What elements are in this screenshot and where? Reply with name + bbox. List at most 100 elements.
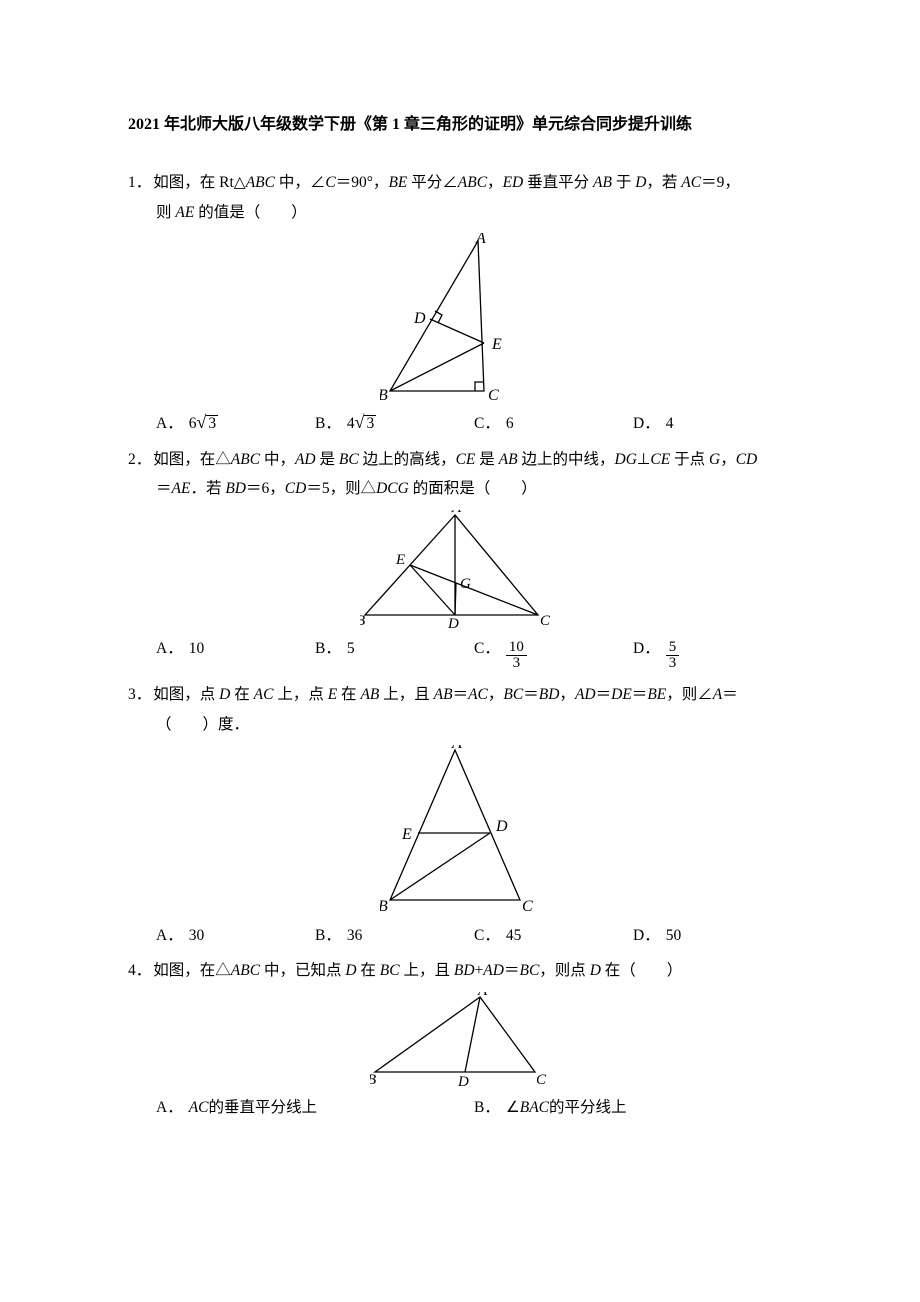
i: BD [539, 686, 560, 703]
v: 4 [666, 409, 674, 438]
i: BC [339, 451, 359, 468]
question-1: 1． 如图，在 Rt△ABC 中，∠C＝90°，BE 平分∠ABC，ED 垂直平… [128, 168, 792, 438]
lB: B [360, 613, 365, 628]
i: AB [360, 686, 379, 703]
q4-number: 4． [128, 956, 153, 985]
i: DG [615, 451, 637, 468]
i: DCG [376, 480, 409, 497]
i: BC [503, 686, 523, 703]
lA: A [451, 745, 462, 752]
t: ＝9， [701, 174, 740, 191]
i: AE [172, 480, 191, 497]
q1-options: A．6√3 B．4√3 C．6 D．4 [128, 409, 792, 438]
l: C． [474, 409, 506, 438]
d: 3 [510, 656, 524, 672]
q4-text: 如图，在△ABC 中，已知点 D 在 BC 上，且 BD+AD＝BC，则点 D … [153, 956, 792, 985]
v: 5 [347, 634, 355, 663]
q4-svg: A B C D [370, 992, 550, 1087]
lE: E [401, 826, 412, 843]
lC: C [522, 898, 533, 915]
i: D [590, 962, 601, 979]
q2-figure: A B C D E G [128, 510, 792, 628]
i: CD [736, 451, 758, 468]
question-4: 4． 如图，在△ABC 中，已知点 D 在 BC 上，且 BD+AD＝BC，则点… [128, 956, 792, 1122]
q2-line1: 2． 如图，在△ABC 中，AD 是 BC 边上的高线，CE 是 AB 边上的中… [128, 445, 792, 474]
t: ＝ [504, 962, 520, 979]
lblE: E [491, 336, 502, 353]
t: ＝ [722, 686, 738, 703]
q4-figure: A B C D [128, 992, 792, 1087]
q3-optC: C．45 [474, 921, 633, 950]
q3-optB: B．36 [315, 921, 474, 950]
t: ＝ [453, 686, 469, 703]
lG: G [460, 576, 471, 592]
t: ，则点 [539, 962, 589, 979]
lA: A [477, 992, 488, 999]
q3-line1: 3． 如图，点 D 在 AC 上，点 E 在 AB 上，且 AB＝AC，BC＝B… [128, 680, 792, 709]
t: ＝ [156, 480, 172, 497]
lA: A [451, 510, 462, 516]
t: ，则∠ [666, 686, 713, 703]
v: 的垂直平分线上 [209, 1093, 318, 1122]
l: D． [633, 634, 666, 663]
t: 的面积是（ ） [409, 480, 537, 497]
l: B． [315, 409, 347, 438]
t: 是 [316, 451, 339, 468]
lD: D [495, 818, 508, 835]
t: 如图，在△ [153, 962, 231, 979]
fraction: 53 [666, 640, 680, 673]
q3-text: 如图，点 D 在 AC 上，点 E 在 AB 上，且 AB＝AC，BC＝BD，A… [153, 680, 792, 709]
i: AD [575, 686, 596, 703]
q1-svg: A B C D E [380, 233, 540, 403]
v: 6 [189, 409, 197, 438]
d: 3 [666, 656, 680, 672]
l: C． [474, 634, 506, 663]
q4-options: A．AC 的垂直平分线上 B．∠BAC 的平分线上 [128, 1093, 792, 1122]
i: BAC [520, 1093, 549, 1122]
q1-optC: C．6 [474, 409, 633, 438]
v: 10 [189, 634, 205, 663]
a: 3 [364, 415, 376, 432]
v: 36 [347, 921, 363, 950]
ed: ED [503, 174, 524, 191]
be: BE [388, 174, 407, 191]
lD: D [447, 616, 459, 628]
q2-number: 2． [128, 445, 153, 474]
l: D． [633, 921, 666, 950]
t: ．若 [190, 480, 225, 497]
i: AD [295, 451, 316, 468]
q1-optA: A．6√3 [156, 409, 315, 438]
t: ， [487, 174, 503, 191]
q1-number: 1． [128, 168, 153, 197]
question-3: 3． 如图，点 D 在 AC 上，点 E 在 AB 上，且 AB＝AC，BC＝B… [128, 680, 792, 950]
l: A． [156, 1093, 189, 1122]
t: 垂直平分 [523, 174, 593, 191]
i: E [328, 686, 337, 703]
lB: B [380, 898, 388, 915]
page: 2021 年北师大版八年级数学下册《第 1 章三角形的证明》单元综合同步提升训练… [0, 0, 920, 1302]
i: BC [519, 962, 539, 979]
i: AC [468, 686, 488, 703]
ac: AC [681, 174, 701, 191]
i: D [345, 962, 356, 979]
p: ∠ [506, 1093, 520, 1122]
l: D． [633, 409, 666, 438]
t: ＝ [523, 686, 539, 703]
a: 3 [206, 415, 218, 432]
t: ， [559, 686, 575, 703]
sqrt-icon: √3 [355, 413, 377, 432]
q3-figure: A B C D E [128, 745, 792, 915]
i: AC [189, 1093, 209, 1122]
t: ，若 [646, 174, 681, 191]
page-title: 2021 年北师大版八年级数学下册《第 1 章三角形的证明》单元综合同步提升训练 [128, 110, 792, 140]
t: ＝ [596, 686, 612, 703]
q3-optD: D．50 [633, 921, 792, 950]
abc2: ABC [458, 174, 487, 191]
n: 10 [506, 640, 527, 657]
t: 中， [260, 451, 295, 468]
i: ABC [231, 451, 260, 468]
q2-optD: D．53 [633, 634, 792, 675]
q1-optD: D．4 [633, 409, 792, 438]
fraction: 103 [506, 640, 527, 673]
q2-optA: A．10 [156, 634, 315, 663]
